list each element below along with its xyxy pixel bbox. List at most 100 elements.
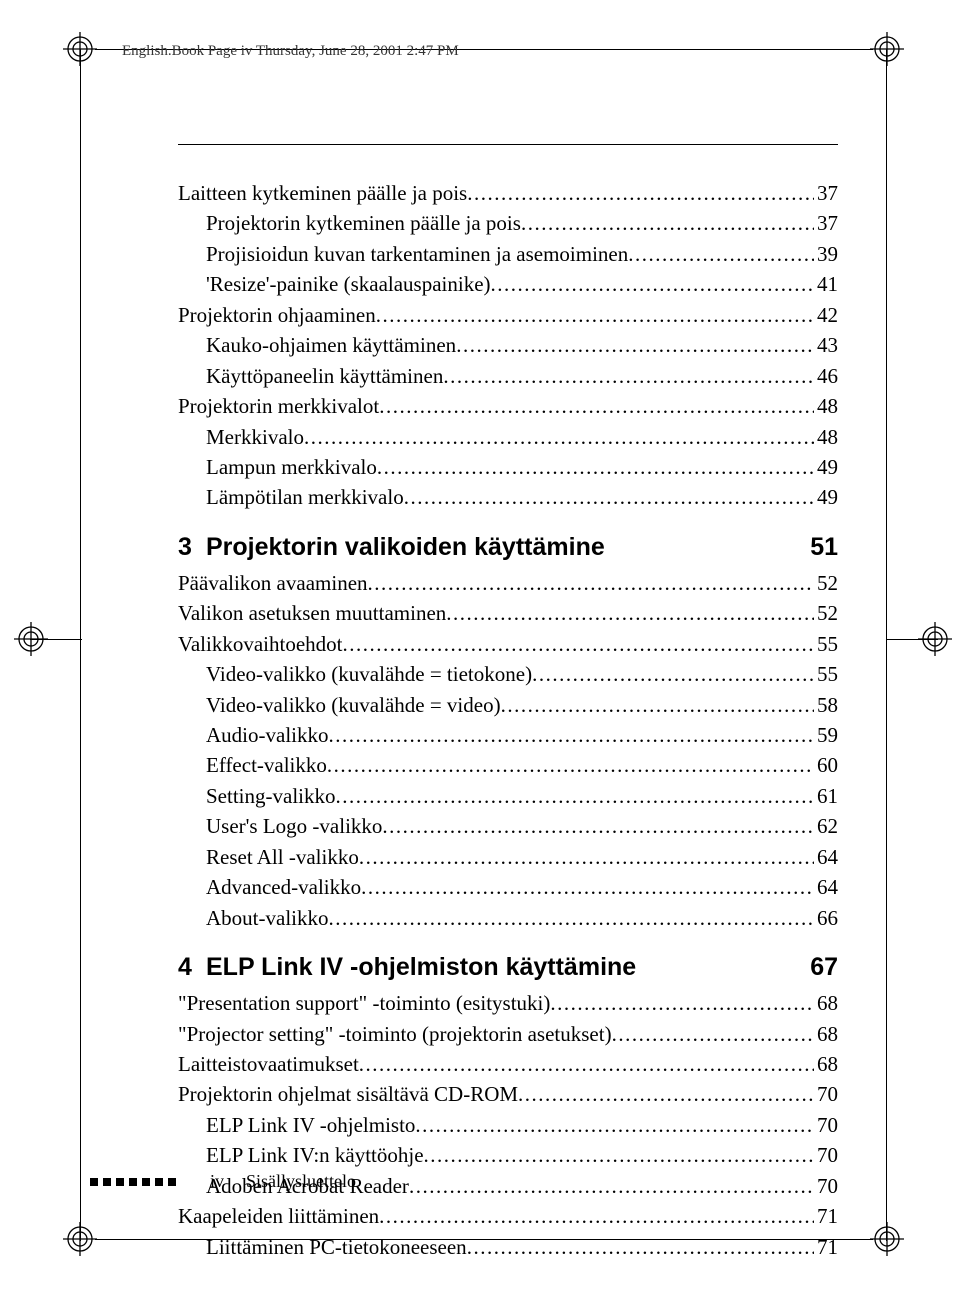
toc-leader-dots (379, 391, 814, 421)
toc-text: Päävalikon avaaminen (178, 568, 368, 598)
toc-entry: Audio-valikko 59 (178, 720, 838, 750)
toc-leader-dots (409, 1171, 814, 1201)
footer-page-number: iv (210, 1171, 224, 1192)
toc-leader-dots (359, 842, 814, 872)
toc-entry: 'Resize'-painike (skaalauspainike) 41 (178, 269, 838, 299)
toc-page-number: 49 (814, 482, 838, 512)
toc-page-number: 37 (814, 178, 838, 208)
frame-mid-left (30, 639, 82, 640)
toc-entry: Laitteen kytkeminen päälle ja pois 37 (178, 178, 838, 208)
toc-text: Käyttöpaneelin käyttäminen (206, 361, 443, 391)
toc-page-number: 59 (814, 720, 838, 750)
toc-page-number: 49 (814, 452, 838, 482)
toc-text: Lämpötilan merkkivalo (206, 482, 404, 512)
toc-entry: "Projector setting" -toiminto (projektor… (178, 1019, 838, 1049)
toc-text: Projisioidun kuvan tarkentaminen ja asem… (206, 239, 628, 269)
toc-leader-dots (612, 1019, 814, 1049)
section-4-heading: 4 ELP Link IV -ohjelmiston käyttämine 67 (178, 953, 838, 982)
toc-entry: Video-valikko (kuvalähde = tietokone) 55 (178, 659, 838, 689)
toc-text: Kaapeleiden liittäminen (178, 1201, 379, 1231)
toc-text: Projektorin merkkivalot (178, 391, 379, 421)
print-header: English.Book Page iv Thursday, June 28, … (122, 43, 459, 60)
toc-leader-dots (379, 1201, 814, 1231)
toc-text: ELP Link IV:n käyttöohje (206, 1140, 424, 1170)
toc-page-number: 39 (814, 239, 838, 269)
toc-entry: Valikkovaihtoehdot 55 (178, 629, 838, 659)
toc-text: Laitteistovaatimukset (178, 1049, 359, 1079)
toc-entry: Päävalikon avaaminen 52 (178, 568, 838, 598)
toc-text: Laitteen kytkeminen päälle ja pois (178, 178, 467, 208)
toc-text: "Presentation support" -toiminto (esitys… (178, 988, 550, 1018)
toc-text: Projektorin ohjelmat sisältävä CD-ROM (178, 1079, 518, 1109)
toc-entry: Effect-valikko 60 (178, 750, 838, 780)
toc-page-number: 46 (814, 361, 838, 391)
frame-right (886, 49, 887, 1241)
toc-entry: ELP Link IV:n käyttöohje 70 (178, 1140, 838, 1170)
toc-entry: User's Logo -valikko 62 (178, 811, 838, 841)
toc-entry: About-valikko 66 (178, 903, 838, 933)
toc-text: Liittäminen PC-tietokoneeseen (206, 1232, 467, 1262)
toc-text: Valikkovaihtoehdot (178, 629, 342, 659)
toc-page-number: 62 (814, 811, 838, 841)
toc-content: Laitteen kytkeminen päälle ja pois 37Pro… (178, 178, 838, 1262)
toc-page-number: 70 (814, 1110, 838, 1140)
toc-leader-dots (404, 482, 814, 512)
toc-leader-dots (521, 208, 814, 238)
toc-page-number: 48 (814, 422, 838, 452)
section-3-heading: 3 Projektorin valikoiden käyttämine 51 (178, 533, 838, 562)
toc-leader-dots (628, 239, 814, 269)
toc-page-number: 60 (814, 750, 838, 780)
footer-ornament (90, 1178, 176, 1186)
content-rule (178, 144, 838, 145)
toc-page-number: 66 (814, 903, 838, 933)
toc-text: Projektorin kytkeminen päälle ja pois (206, 208, 521, 238)
toc-entry: Liittäminen PC-tietokoneeseen 71 (178, 1232, 838, 1262)
toc-entry: Advanced-valikko 64 (178, 872, 838, 902)
toc-entry: Lampun merkkivalo 49 (178, 452, 838, 482)
toc-leader-dots (328, 720, 814, 750)
frame-mid-right (886, 639, 938, 640)
toc-text: Lampun merkkivalo (206, 452, 377, 482)
toc-leader-dots (532, 659, 814, 689)
toc-entry: Reset All -valikko 64 (178, 842, 838, 872)
toc-text: Valikon asetuksen muuttaminen (178, 598, 446, 628)
toc-leader-dots (424, 1140, 814, 1170)
toc-entry: Laitteistovaatimukset 68 (178, 1049, 838, 1079)
toc-leader-dots (327, 750, 814, 780)
toc-text: Effect-valikko (206, 750, 327, 780)
toc-entry: Kaapeleiden liittäminen 71 (178, 1201, 838, 1231)
toc-leader-dots (342, 629, 814, 659)
toc-entry: Lämpötilan merkkivalo 49 (178, 482, 838, 512)
toc-page-number: 52 (814, 568, 838, 598)
toc-text: About-valikko (206, 903, 328, 933)
toc-leader-dots (446, 598, 814, 628)
toc-leader-dots (382, 811, 814, 841)
toc-page-number: 68 (814, 1049, 838, 1079)
footer-section-label: Sisällysluettelo (246, 1171, 356, 1192)
frame-left (80, 49, 81, 1241)
toc-page-number: 58 (814, 690, 838, 720)
toc-page-number: 55 (814, 659, 838, 689)
toc-page-number: 48 (814, 391, 838, 421)
toc-leader-dots (304, 422, 814, 452)
toc-page-number: 68 (814, 1019, 838, 1049)
toc-entry: Käyttöpaneelin käyttäminen 46 (178, 361, 838, 391)
toc-entry: Projektorin ohjelmat sisältävä CD-ROM 70 (178, 1079, 838, 1109)
toc-leader-dots (361, 872, 814, 902)
toc-entry: Setting-valikko 61 (178, 781, 838, 811)
toc-entry: Video-valikko (kuvalähde = video) 58 (178, 690, 838, 720)
toc-entry: "Presentation support" -toiminto (esitys… (178, 988, 838, 1018)
toc-leader-dots (359, 1049, 814, 1079)
toc-leader-dots (328, 903, 814, 933)
toc-page-number: 55 (814, 629, 838, 659)
toc-leader-dots (377, 452, 814, 482)
toc-text: User's Logo -valikko (206, 811, 382, 841)
toc-page-number: 37 (814, 208, 838, 238)
toc-page-number: 70 (814, 1171, 838, 1201)
toc-text: Advanced-valikko (206, 872, 361, 902)
toc-page-number: 64 (814, 842, 838, 872)
toc-entry: Kauko-ohjaimen käyttäminen 43 (178, 330, 838, 360)
toc-leader-dots (415, 1110, 814, 1140)
toc-page-number: 52 (814, 598, 838, 628)
section-page: 51 (788, 533, 838, 562)
